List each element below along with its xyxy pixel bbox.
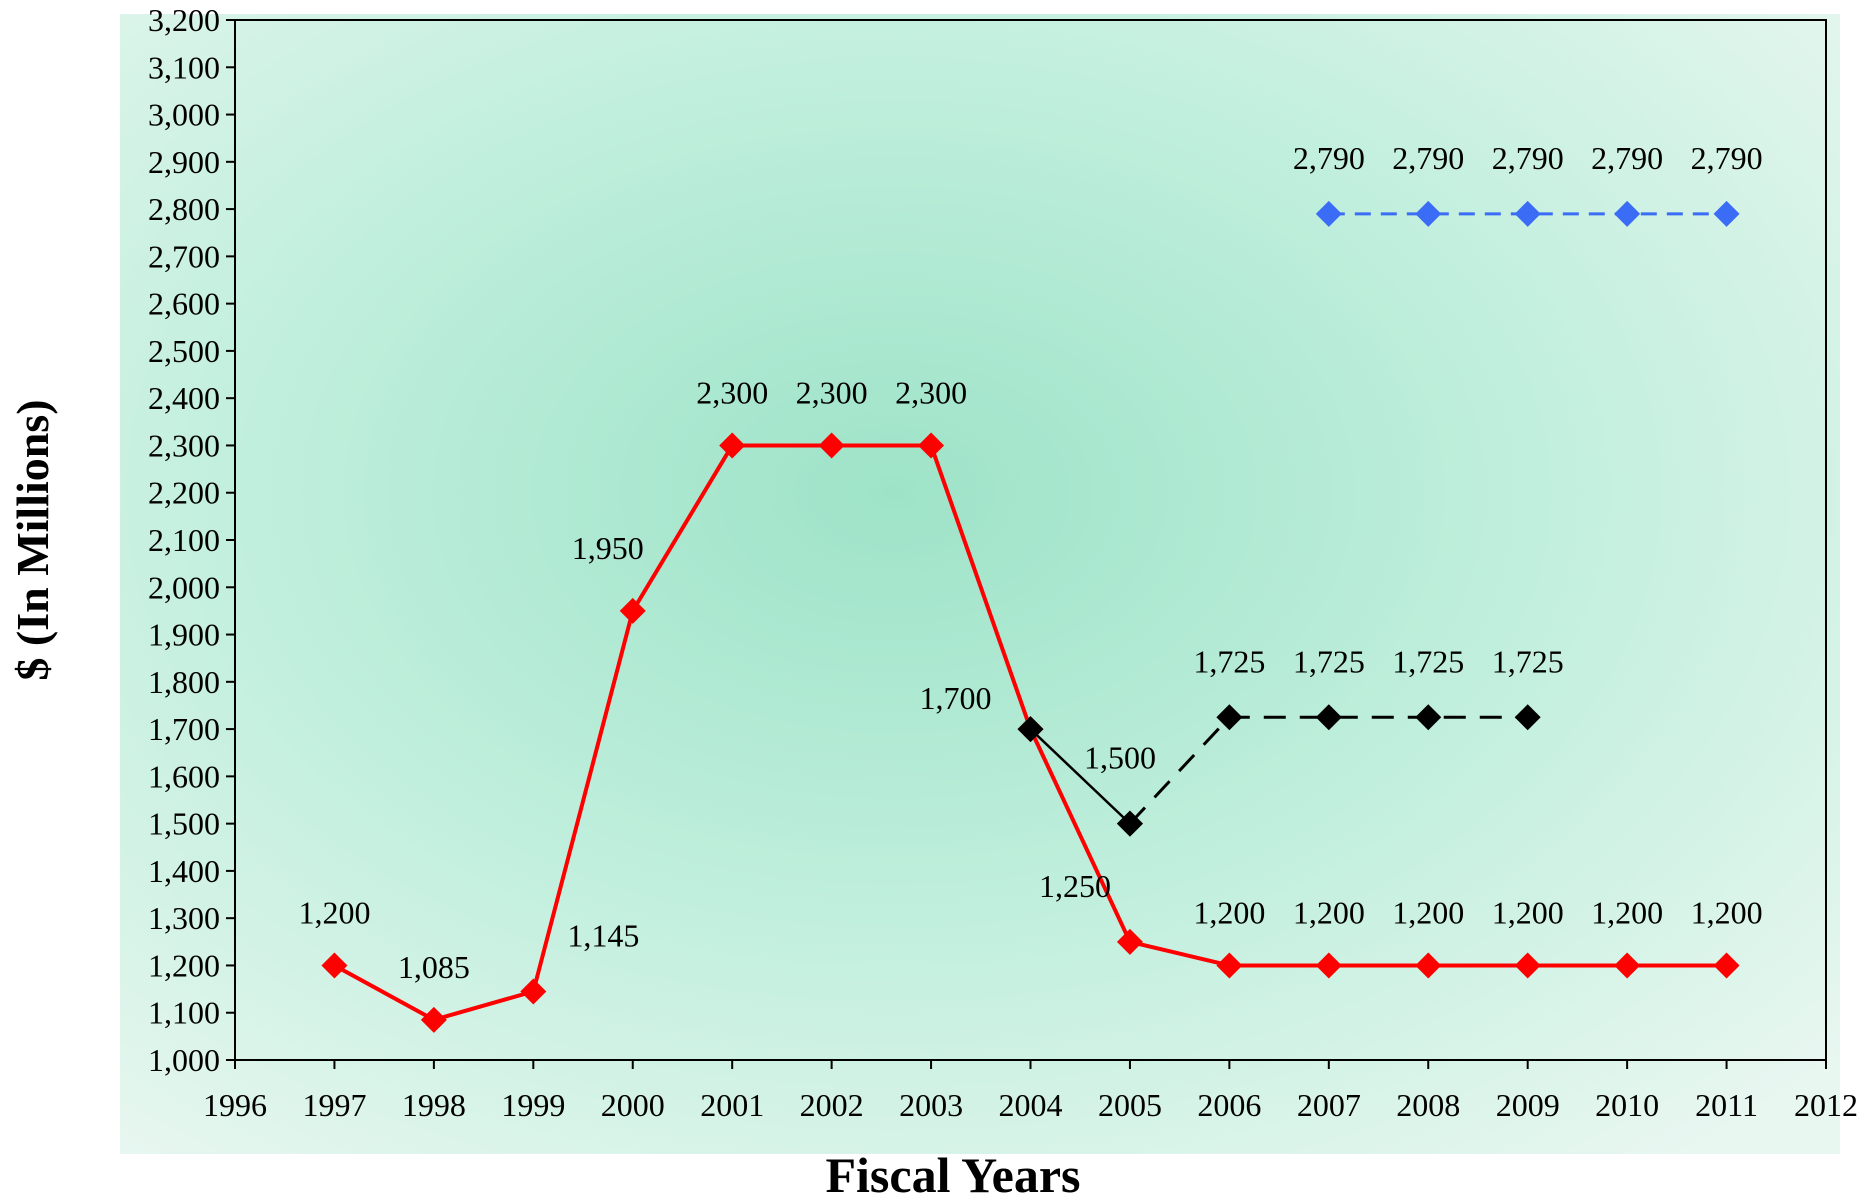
data-point-marker: [1713, 952, 1740, 979]
data-label: 2,790: [1293, 140, 1365, 176]
data-point-marker: [918, 432, 945, 459]
x-tick-label: 2004: [999, 1087, 1063, 1123]
y-tick-label: 1,800: [148, 664, 220, 700]
data-point-marker: [420, 1006, 447, 1033]
data-point-marker: [321, 952, 348, 979]
data-point-marker: [1415, 952, 1442, 979]
data-point-marker: [1614, 952, 1641, 979]
data-point-marker: [719, 432, 746, 459]
data-label: 1,500: [1084, 740, 1156, 776]
x-tick-label: 2005: [1098, 1087, 1162, 1123]
y-tick-label: 2,800: [148, 191, 220, 227]
y-axis-title: $ (In Millions): [7, 399, 58, 680]
x-tick-label: 2011: [1695, 1087, 1758, 1123]
data-label: 1,200: [298, 894, 370, 930]
data-point-marker: [520, 978, 547, 1005]
data-label: 1,200: [1193, 894, 1265, 930]
x-tick-label: 1996: [203, 1087, 267, 1123]
y-tick-label: 2,600: [148, 286, 220, 322]
series-line: [1029, 728, 1131, 825]
y-tick-label: 1,500: [148, 806, 220, 842]
x-tick-label: 1997: [302, 1087, 366, 1123]
y-tick-label: 3,200: [148, 2, 220, 38]
y-tick-label: 1,700: [148, 711, 220, 747]
data-label: 1,145: [567, 917, 639, 953]
y-tick-label: 3,100: [148, 49, 220, 85]
data-point-marker: [1315, 200, 1342, 227]
data-point-marker: [1514, 952, 1541, 979]
data-label: 1,200: [1492, 894, 1564, 930]
x-tick-label: 2000: [601, 1087, 665, 1123]
y-tick-label: 2,900: [148, 144, 220, 180]
data-point-marker: [1216, 952, 1243, 979]
series-line: [1128, 715, 1528, 825]
data-label: 1,200: [1691, 894, 1763, 930]
data-point-marker: [1415, 200, 1442, 227]
y-tick-label: 2,500: [148, 333, 220, 369]
data-point-marker: [1017, 716, 1044, 743]
data-label: 1,725: [1492, 643, 1564, 679]
data-point-marker: [1514, 704, 1541, 731]
data-label: 1,200: [1591, 894, 1663, 930]
data-label: 1,200: [1293, 894, 1365, 930]
data-point-marker: [619, 597, 646, 624]
y-tick-label: 2,000: [148, 569, 220, 605]
data-label: 1,725: [1392, 643, 1464, 679]
data-label: 2,790: [1492, 140, 1564, 176]
y-tick-label: 1,900: [148, 617, 220, 653]
x-axis-title: Fiscal Years: [825, 1147, 1080, 1201]
data-point-marker: [1713, 200, 1740, 227]
x-tick-label: 1998: [402, 1087, 466, 1123]
y-tick-label: 1,200: [148, 947, 220, 983]
x-tick-label: 2008: [1396, 1087, 1460, 1123]
y-tick-label: 2,400: [148, 380, 220, 416]
y-tick-label: 1,400: [148, 853, 220, 889]
data-point-marker: [1116, 810, 1143, 837]
x-tick-label: 2009: [1496, 1087, 1560, 1123]
data-label: 2,790: [1392, 140, 1464, 176]
y-tick-label: 2,300: [148, 427, 220, 463]
x-tick-label: 1999: [501, 1087, 565, 1123]
x-tick-label: 2002: [800, 1087, 864, 1123]
data-point-marker: [1315, 704, 1342, 731]
x-tick-label: 2001: [700, 1087, 764, 1123]
data-label: 2,300: [696, 374, 768, 410]
x-tick-label: 2007: [1297, 1087, 1361, 1123]
data-label: 1,700: [920, 680, 992, 716]
y-tick-label: 2,200: [148, 475, 220, 511]
y-tick-label: 1,000: [148, 1042, 220, 1078]
data-point-marker: [1315, 952, 1342, 979]
data-point-marker: [1415, 704, 1442, 731]
data-label: 1,725: [1293, 643, 1365, 679]
data-point-marker: [1116, 928, 1143, 955]
x-tick-label: 2006: [1197, 1087, 1261, 1123]
x-tick-label: 2010: [1595, 1087, 1659, 1123]
y-tick-label: 3,000: [148, 97, 220, 133]
data-label: 1,950: [572, 530, 644, 566]
data-label: 1,200: [1392, 894, 1464, 930]
data-label: 1,085: [398, 949, 470, 985]
y-tick-label: 2,700: [148, 238, 220, 274]
data-label: 2,790: [1591, 140, 1663, 176]
y-tick-label: 1,100: [148, 995, 220, 1031]
data-label: 2,300: [895, 374, 967, 410]
data-label: 2,790: [1691, 140, 1763, 176]
data-label: 2,300: [796, 374, 868, 410]
y-tick-label: 2,100: [148, 522, 220, 558]
data-point-marker: [1614, 200, 1641, 227]
data-point-marker: [1216, 704, 1243, 731]
x-tick-label: 2003: [899, 1087, 963, 1123]
data-label: 1,250: [1039, 868, 1111, 904]
data-point-marker: [818, 432, 845, 459]
y-tick-label: 1,600: [148, 758, 220, 794]
x-tick-label: 2012: [1794, 1087, 1858, 1123]
y-tick-label: 1,300: [148, 900, 220, 936]
data-label: 1,725: [1193, 643, 1265, 679]
data-point-marker: [1514, 200, 1541, 227]
